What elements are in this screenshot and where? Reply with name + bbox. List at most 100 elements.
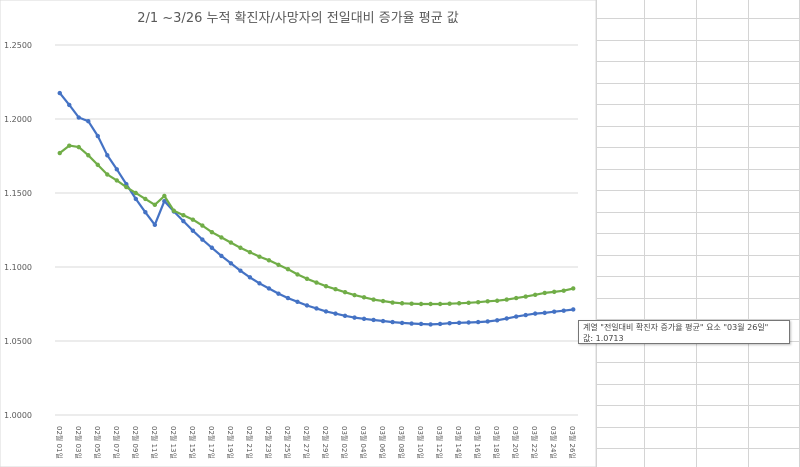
data-point[interactable] [494,298,500,303]
data-point[interactable] [162,198,167,204]
data-point[interactable] [162,193,167,199]
data-point[interactable] [238,245,243,250]
data-point[interactable] [105,153,110,158]
data-point[interactable] [475,319,481,325]
data-point[interactable] [409,321,414,326]
data-point[interactable] [171,208,177,213]
data-point[interactable] [200,223,205,228]
data-point[interactable] [295,272,300,277]
data-point[interactable] [561,308,566,313]
data-point[interactable] [124,184,129,190]
data-point[interactable] [133,196,139,202]
line-chart[interactable]: 2/1 ~3/26 누적 확진자/사망자의 전일대비 증가율 평균 값 1.00… [0,0,596,467]
data-point[interactable] [95,162,100,168]
data-point[interactable] [181,218,186,224]
data-point[interactable] [181,213,186,218]
data-point[interactable] [143,196,148,202]
data-point[interactable] [418,321,424,327]
data-point[interactable] [380,318,386,324]
data-point[interactable] [76,144,81,150]
data-point[interactable] [342,313,348,319]
data-point[interactable] [533,311,538,316]
data-point[interactable] [190,217,196,222]
data-point[interactable] [485,299,490,304]
data-point[interactable] [152,222,158,228]
data-point[interactable] [418,301,424,307]
data-point[interactable] [257,281,262,286]
data-point[interactable] [76,115,81,120]
data-point[interactable] [399,301,405,306]
data-point[interactable] [333,311,338,316]
data-point[interactable] [304,276,310,282]
data-point[interactable] [209,245,215,250]
data-point[interactable] [114,167,120,172]
data-point[interactable] [513,314,519,319]
data-point[interactable] [485,319,490,324]
data-point[interactable] [456,320,462,325]
data-point[interactable] [447,301,452,306]
data-point[interactable] [143,210,148,215]
data-point[interactable] [504,316,509,321]
data-point[interactable] [371,297,376,302]
data-point[interactable] [133,190,139,196]
data-point[interactable] [513,295,519,301]
data-point[interactable] [209,230,215,235]
data-point[interactable] [494,318,500,323]
data-point[interactable] [475,300,481,305]
data-point[interactable] [57,150,62,156]
data-point[interactable] [552,309,557,314]
data-point[interactable] [428,322,433,327]
data-point[interactable] [86,119,91,124]
data-point[interactable] [228,261,234,266]
data-point[interactable] [219,253,224,259]
data-point[interactable] [276,262,281,267]
data-point[interactable] [523,294,528,299]
data-point[interactable] [247,275,253,280]
data-point[interactable] [238,268,243,273]
data-point[interactable] [152,202,158,208]
data-point[interactable] [361,316,367,321]
data-point[interactable] [447,321,452,326]
data-point[interactable] [561,288,566,293]
data-point[interactable] [466,300,471,306]
data-point[interactable] [390,300,395,305]
data-point[interactable] [571,286,576,291]
data-point[interactable] [257,254,262,259]
data-point[interactable] [304,303,310,308]
data-point[interactable] [314,280,319,285]
data-point[interactable] [352,292,357,298]
data-point[interactable] [323,284,329,289]
data-point[interactable] [342,289,348,295]
series-2[interactable] [57,143,576,307]
data-point[interactable] [190,228,196,233]
data-point[interactable] [219,235,224,240]
data-point[interactable] [86,153,91,158]
data-point[interactable] [390,319,395,325]
data-point[interactable] [285,267,291,272]
data-point[interactable] [399,320,405,326]
data-point[interactable] [314,306,319,311]
data-point[interactable] [228,240,234,245]
data-point[interactable] [437,321,443,327]
data-point[interactable] [266,258,272,263]
data-point[interactable] [323,309,329,314]
data-point[interactable] [95,133,100,139]
data-point[interactable] [333,287,338,292]
data-point[interactable] [523,312,528,318]
data-point[interactable] [428,301,433,307]
data-point[interactable] [504,297,509,302]
data-point[interactable] [247,250,253,255]
data-point[interactable] [456,301,462,306]
data-point[interactable] [371,317,376,323]
data-point[interactable] [276,291,281,296]
data-point[interactable] [295,299,300,304]
data-point[interactable] [533,292,538,298]
data-point[interactable] [114,178,120,183]
data-point[interactable] [437,301,443,307]
data-point[interactable] [571,307,576,312]
data-point[interactable] [466,320,471,325]
data-point[interactable] [67,102,72,108]
data-point[interactable] [409,301,414,306]
data-point[interactable] [57,90,62,96]
data-point[interactable] [542,290,547,296]
